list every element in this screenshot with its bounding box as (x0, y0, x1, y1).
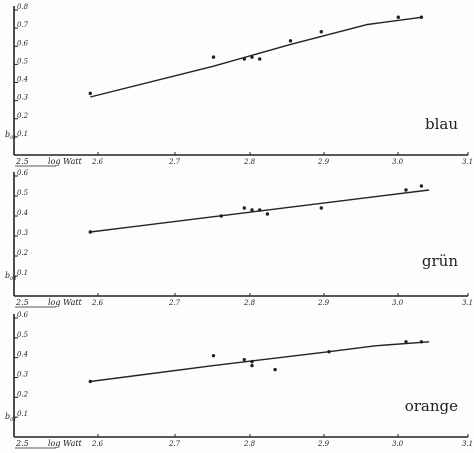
data-point (88, 379, 93, 384)
series-label: grün (422, 252, 458, 270)
data-point (265, 212, 270, 216)
data-point (250, 359, 254, 364)
x-tick-label: 3.0 (392, 299, 404, 307)
data-point (242, 57, 246, 61)
x-axis-origin-label: 2.5 (15, 298, 29, 307)
y-axis-label: b01 (5, 130, 17, 141)
panel-2: 0.1 0.2 0.3 0.4 0.5 0.6 2.6 2.7 2.8 2.9 3.0 3.1 2.5 l… (5, 169, 473, 308)
y-axis-label-main: b (5, 271, 10, 280)
x-axis-origin-label: 2.5 (15, 439, 29, 448)
y-tick-label: 0.7 (17, 21, 29, 29)
y-axis-label-subscript: 04 (10, 276, 16, 282)
data-point (219, 214, 223, 218)
data-point (404, 340, 408, 344)
x-tick-label: 2.8 (243, 440, 256, 448)
data-point (419, 340, 424, 344)
x-tick-label: 2.9 (317, 299, 330, 307)
data-point (211, 353, 216, 358)
y-tick-label: 0.3 (17, 371, 29, 379)
y-tick-label: 0.8 (17, 3, 29, 11)
x-axis-label: log Watt (48, 157, 83, 166)
y-axis-label-main: b (5, 130, 10, 139)
data-point (396, 15, 400, 19)
data-point (250, 208, 254, 212)
y-tick-label: 0.5 (17, 57, 29, 65)
x-tick-label: 3.1 (462, 299, 473, 307)
data-point (258, 208, 262, 212)
y-tick-label: 0.1 (17, 130, 28, 138)
data-point (250, 55, 254, 59)
data-point (419, 184, 424, 188)
x-tick-label: 2.6 (91, 440, 104, 448)
data-point (404, 188, 408, 192)
x-axis-label: log Watt (48, 439, 83, 448)
data-point (258, 57, 262, 61)
data-point (242, 206, 246, 210)
y-axis-label: b04 (5, 271, 17, 282)
data-point (327, 350, 331, 354)
data-point (319, 30, 323, 34)
x-tick-label: 2.7 (168, 440, 181, 448)
x-tick-label: 2.6 (91, 158, 104, 166)
data-point (88, 91, 93, 96)
y-tick-label: 0.2 (17, 249, 29, 257)
y-tick-label: 0.4 (17, 351, 28, 359)
y-axis-label-subscript: 01 (10, 135, 16, 141)
x-tick-label: 2.9 (317, 440, 330, 448)
y-tick-label: 0.6 (17, 311, 29, 319)
y-tick-label: 0.2 (17, 112, 29, 120)
x-tick-label: 2.7 (168, 299, 181, 307)
y-tick-label: 0.1 (17, 410, 28, 418)
y-tick-label: 0.6 (17, 39, 29, 47)
data-point (250, 363, 254, 368)
fit-line (90, 16, 422, 98)
panel-1: 0.1 0.2 0.3 0.4 0.5 0.6 0.7 0.8 2.6 2.7 2.8 2.9 3.0 3… (5, 3, 473, 167)
y-tick-label: 0.5 (17, 189, 29, 197)
y-tick-label: 0.4 (17, 76, 28, 84)
x-tick-label: 3.0 (392, 158, 404, 166)
y-tick-label: 0.4 (17, 209, 28, 217)
x-tick-label: 2.8 (243, 299, 256, 307)
x-tick-label: 2.9 (317, 158, 330, 166)
y-tick-label: 0.2 (17, 390, 29, 398)
x-tick-label: 3.1 (462, 158, 473, 166)
x-tick-label: 3.0 (392, 440, 404, 448)
x-tick-label: 2.7 (168, 158, 181, 166)
y-tick-label: 0.6 (17, 169, 29, 177)
data-point (288, 39, 293, 43)
fit-line (90, 341, 430, 383)
x-axis-origin-label: 2.5 (15, 157, 29, 166)
x-tick-label: 3.1 (462, 440, 473, 448)
data-point (88, 230, 93, 234)
y-tick-label: 0.5 (17, 331, 29, 339)
y-tick-label: 0.1 (17, 269, 28, 277)
y-tick-label: 0.3 (17, 229, 29, 237)
data-point (242, 357, 246, 362)
panel-3: 0.1 0.2 0.3 0.4 0.5 0.6 2.6 2.7 2.8 2.9 3.0 3.1 2.5 l… (5, 311, 473, 449)
x-tick-label: 2.6 (91, 299, 104, 307)
data-point (319, 206, 323, 210)
y-axis-label: b01 (5, 412, 17, 423)
y-tick-label: 0.3 (17, 94, 29, 102)
data-point (419, 15, 424, 19)
data-point (273, 367, 277, 372)
y-axis-label-main: b (5, 412, 10, 421)
x-tick-label: 2.8 (243, 158, 256, 166)
series-label: blau (425, 115, 458, 133)
y-axis-label-subscript: 01 (10, 417, 16, 423)
data-point (211, 55, 216, 59)
x-axis-label: log Watt (48, 298, 83, 307)
series-label: orange (405, 397, 458, 415)
